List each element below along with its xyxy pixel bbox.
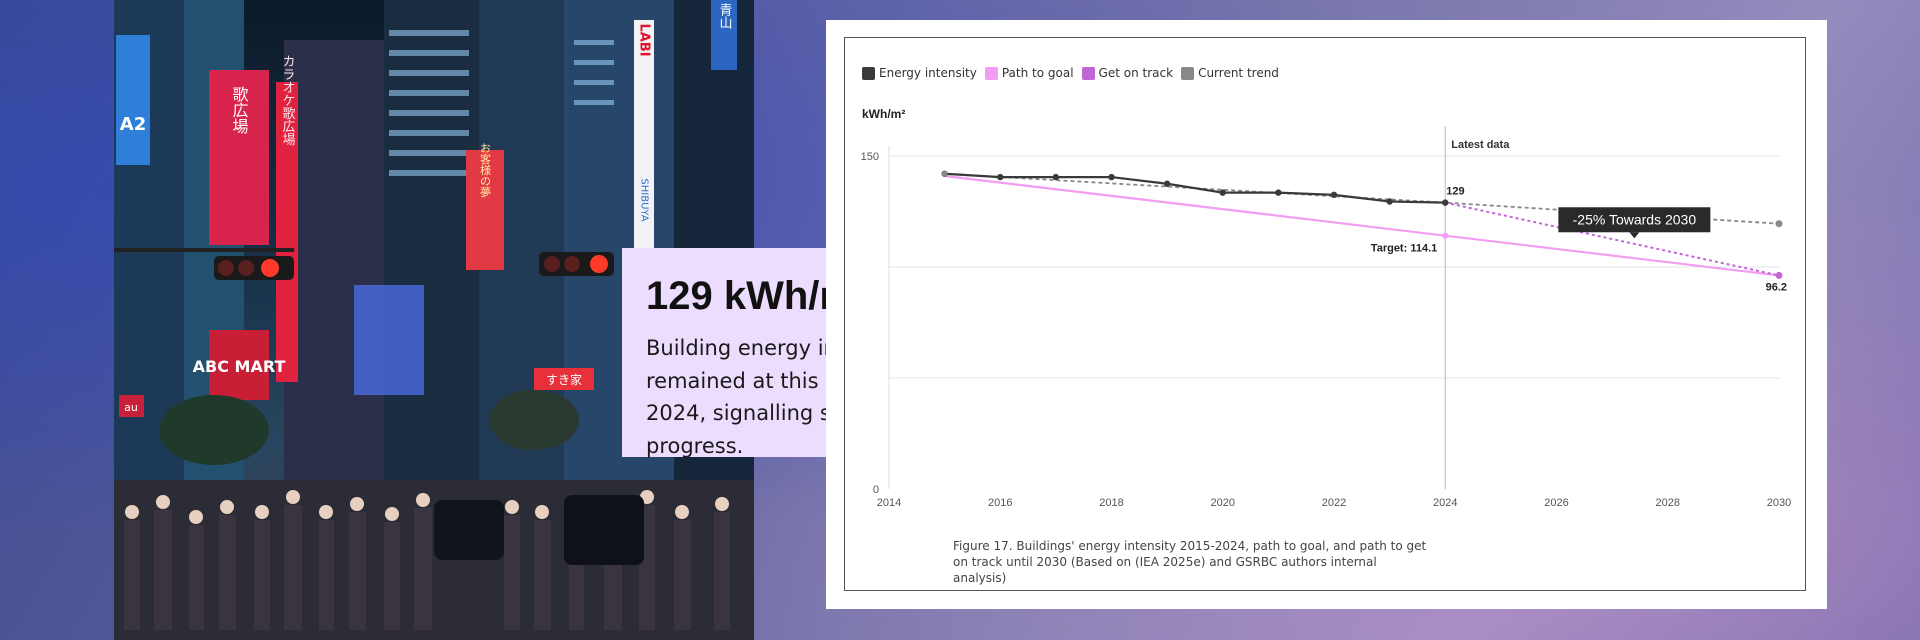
energy-intensity-point — [997, 173, 1004, 181]
x-tick-label: 2024 — [1433, 497, 1457, 509]
get-on-track-point — [1775, 271, 1783, 279]
legend-label: Current trend — [1198, 66, 1279, 80]
latest-data-label: Latest data — [1451, 139, 1510, 151]
y-tick-label: 150 — [861, 151, 879, 163]
sign-labi: LABI — [637, 23, 652, 56]
sign-karaoke-big: 歌広場 — [230, 86, 249, 135]
towards-2030-tooltip — [1558, 207, 1711, 233]
legend-item: Get on track — [1081, 66, 1174, 80]
legend-swatch — [1181, 66, 1195, 80]
energy-intensity-point — [1163, 180, 1171, 187]
figure-caption: Figure 17. Buildings' energy intensity 2… — [953, 539, 1427, 586]
sign-oshare: お客様の夢 — [479, 142, 492, 197]
legend-label: Energy intensity — [879, 66, 977, 80]
line-chart: 0 150 2014 2016 2018 2020 2022 2024 2026 2028 2030… — [861, 126, 1791, 509]
legend-swatch — [862, 66, 875, 80]
y-tick-label: 0 — [873, 484, 879, 496]
energy-intensity-point — [1052, 173, 1060, 181]
chart-legend: Energy intensity Path to goal Get on track… — [862, 66, 1279, 80]
target-label: Target: 114.1 — [1371, 243, 1437, 255]
x-tick-label: 2018 — [1099, 497, 1123, 509]
x-tick-label: 2014 — [877, 497, 901, 509]
towards-2030-text: -25% Towards 2030 — [1573, 211, 1697, 227]
current-trend-point — [1775, 220, 1783, 228]
legend-swatch — [1081, 66, 1095, 80]
chart-frame: Energy intensity Path to goal Get on track… — [844, 37, 1806, 591]
legend-swatch — [984, 66, 998, 80]
value-2024-label: 129 — [1446, 186, 1464, 198]
legend-item: Current trend — [1181, 66, 1279, 80]
sign-au: au — [124, 401, 138, 414]
x-tick-label: 2026 — [1544, 497, 1568, 509]
sign-sukiya: すき家 — [546, 372, 582, 387]
energy-intensity-point — [1330, 191, 1338, 199]
energy-intensity-point — [1108, 173, 1115, 181]
chart-card: Energy intensity Path to goal Get on track… — [826, 20, 1827, 609]
legend-item: Energy intensity — [862, 66, 977, 80]
current-trend-point — [941, 170, 948, 177]
sign-karaoke: カラオケ歌広場 — [280, 55, 296, 146]
end-value-label: 96.2 — [1766, 281, 1787, 293]
energy-intensity-point — [1219, 189, 1226, 196]
x-tick-label: 2028 — [1656, 497, 1680, 509]
sign-aoyama: 青山 — [717, 3, 733, 29]
legend-item: Path to goal — [984, 66, 1074, 80]
tooltip-pointer — [1629, 232, 1640, 239]
x-tick-label: 2016 — [988, 497, 1012, 509]
series-get-on-track-line — [1445, 201, 1780, 277]
energy-intensity-point — [1275, 189, 1282, 196]
path-to-goal-point — [1442, 232, 1449, 239]
sign-abc: ABC MART — [193, 357, 286, 376]
legend-label: Get on track — [1098, 66, 1174, 80]
y-unit-label: kWh/m² — [862, 107, 906, 121]
sign-a2: A2 — [120, 114, 146, 135]
legend-label: Path to goal — [1001, 66, 1074, 80]
x-tick-label: 2030 — [1767, 497, 1791, 509]
energy-intensity-point — [1386, 198, 1393, 205]
x-tick-label: 2020 — [1211, 497, 1235, 509]
series-energy-intensity-line — [944, 172, 1446, 204]
x-tick-label: 2022 — [1322, 497, 1346, 509]
energy-intensity-point — [1442, 199, 1449, 206]
sign-shibuya: SHIBUYA — [639, 178, 650, 221]
